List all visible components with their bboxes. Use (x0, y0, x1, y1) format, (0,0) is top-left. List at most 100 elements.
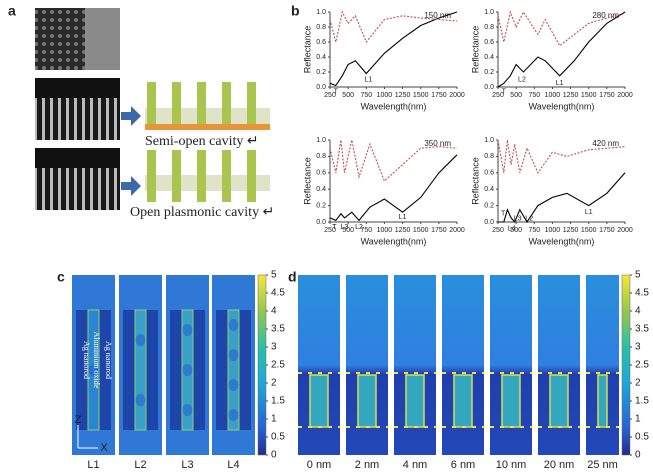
map-label: L4 (227, 459, 239, 471)
map-label: 4 nm (403, 459, 427, 471)
field-hotspot (182, 404, 193, 416)
arrows (121, 106, 141, 196)
axis-label: X (100, 442, 108, 454)
field-hotspot (182, 324, 193, 336)
y-tick-label: 0.6 (484, 170, 494, 177)
field-hotspot (135, 334, 146, 346)
x-axis-label: Wavelength(nm) (529, 236, 595, 246)
x-tick-label: 2000 (449, 227, 465, 234)
y-tick-label: 0.6 (316, 39, 326, 46)
series-line (329, 11, 458, 87)
colorbar-label: 1 (271, 414, 277, 425)
panel-label: c (57, 269, 65, 285)
caption: Semi-open cavity ↵ (145, 134, 259, 149)
x-tick-label: 1750 (431, 227, 447, 234)
annotation: T (332, 224, 337, 231)
y-tick-label: 1.0 (484, 137, 494, 144)
map-label: 20 nm (544, 459, 575, 471)
y-tick-label: 0.0 (316, 219, 326, 226)
annotation: T (502, 88, 507, 95)
x-tick-label: 1000 (545, 92, 561, 99)
y-tick-label: 0.4 (484, 186, 494, 193)
y-tick-label: 0.8 (316, 153, 326, 160)
panel-label: b (291, 3, 300, 19)
field-map-rod (99, 310, 111, 430)
annotation: L1 (399, 214, 407, 221)
x-tick-label: 2000 (449, 92, 465, 99)
y-tick-label: 0.8 (484, 24, 494, 31)
field-map-gap (597, 374, 608, 428)
chart-title: 150 nm (424, 11, 451, 20)
y-tick-label: 1.0 (484, 9, 494, 16)
sem-images (35, 8, 120, 210)
map-label: L1 (87, 459, 99, 471)
y-tick-label: 0.0 (484, 219, 494, 226)
y-tick-label: 0.0 (316, 84, 326, 91)
field-map-gap (405, 374, 425, 428)
field-map-rod (123, 310, 135, 430)
colorbar-label: 2 (271, 378, 277, 389)
x-tick-label: 250 (324, 92, 336, 99)
annotation: L2 (355, 224, 363, 231)
y-tick-label: 0.6 (484, 39, 494, 46)
x-tick-label: 1250 (395, 227, 411, 234)
x-tick-label: 1500 (413, 92, 429, 99)
colorbar-label: 5 (271, 270, 277, 281)
x-tick-label: 750 (528, 227, 540, 234)
y-tick-label: 0.8 (316, 24, 326, 31)
region-label: Aluminium oxide (92, 332, 101, 389)
field-hotspot (135, 394, 146, 406)
colorbar-label: 4 (635, 306, 641, 317)
field-map-gap (134, 309, 147, 431)
colorbar-label: 3 (271, 342, 277, 353)
x-tick-label: 250 (492, 227, 504, 234)
y-axis-label: Reflectance (302, 26, 312, 74)
field-map-gap (357, 374, 377, 428)
x-tick-label: 1500 (581, 92, 597, 99)
y-axis-label: Reflectance (470, 157, 480, 205)
y-tick-label: 0.2 (484, 202, 494, 209)
field-map-gap (309, 374, 329, 428)
y-tick-label: 0.4 (316, 186, 326, 193)
colorbar-label: 1.5 (271, 396, 285, 407)
annotation: L2 (518, 76, 526, 83)
colorbar-label: 0.5 (635, 432, 649, 443)
x-tick-label: 1000 (545, 227, 561, 234)
field-map-gap (501, 374, 521, 428)
x-tick-label: 1000 (377, 227, 393, 234)
colorbar-label: 0 (271, 450, 277, 461)
x-tick-label: 2000 (617, 92, 633, 99)
field-hotspot (228, 379, 239, 391)
field-map-gap (227, 309, 240, 431)
annotation: L1 (585, 209, 593, 216)
field-map-gap (453, 374, 473, 428)
y-tick-label: 0.2 (316, 69, 326, 76)
field-hotspot (228, 319, 239, 331)
x-tick-label: 2000 (617, 227, 633, 234)
y-tick-label: 0.2 (484, 69, 494, 76)
colorbar (621, 274, 631, 456)
x-tick-label: 500 (342, 92, 354, 99)
colorbar-label: 3.5 (271, 324, 285, 335)
chart-title: 350 nm (424, 139, 451, 148)
x-tick-label: 750 (360, 92, 372, 99)
y-axis-label: Reflectance (302, 157, 312, 205)
annotation: L1 (556, 80, 564, 87)
colorbar-label: 4.5 (271, 288, 285, 299)
field-map-rod (239, 310, 251, 430)
field-map-rod (216, 310, 228, 430)
x-tick-label: 750 (528, 92, 540, 99)
colorbar-label: 3.5 (635, 324, 649, 335)
panel-label: d (288, 269, 297, 285)
colorbar-label: 2 (635, 378, 641, 389)
annotation: T (334, 88, 339, 95)
chart-title: 420 nm (592, 139, 619, 148)
y-tick-label: 0.6 (316, 170, 326, 177)
schematic (145, 82, 270, 202)
colorbar-label: 3 (635, 342, 641, 353)
colorbar-label: 5 (635, 270, 641, 281)
field-map-rod (76, 310, 88, 430)
x-tick-label: 500 (342, 227, 354, 234)
colorbar-label: 1 (635, 414, 641, 425)
